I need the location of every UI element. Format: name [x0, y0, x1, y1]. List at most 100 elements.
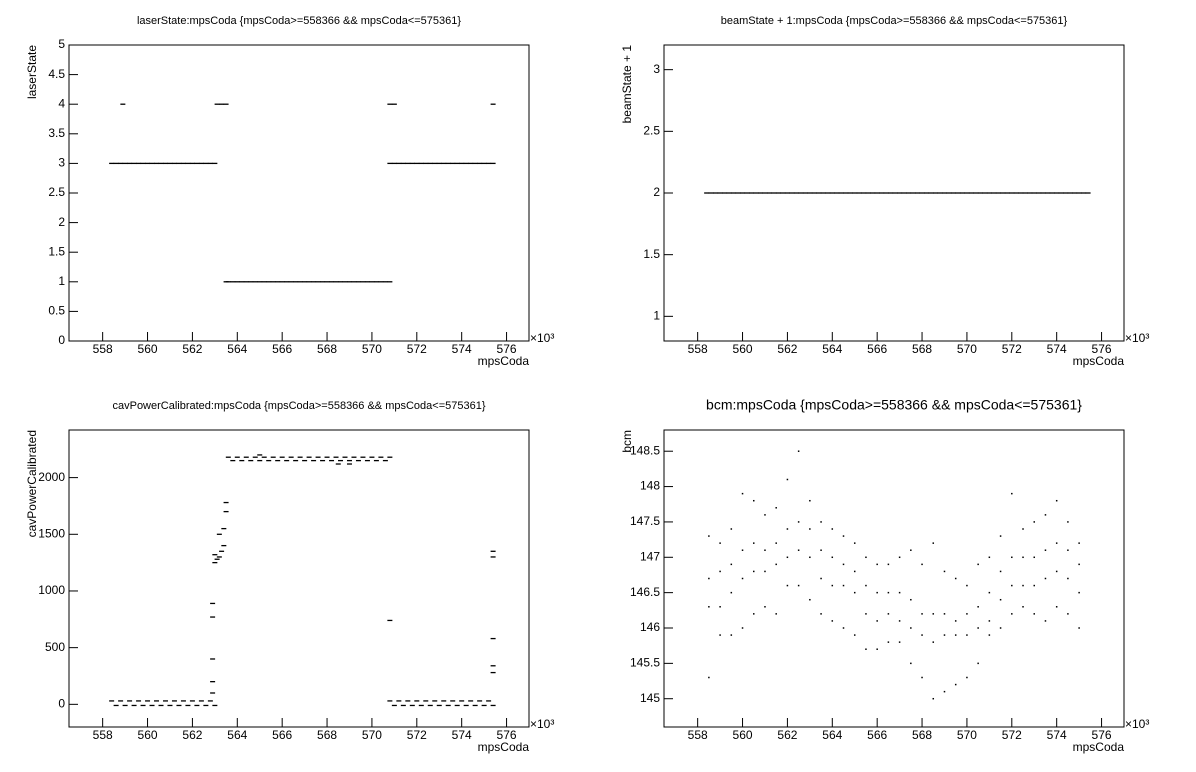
point: [1044, 549, 1047, 551]
point: [167, 162, 173, 165]
point: [131, 162, 137, 165]
x-tick-label: 564: [227, 342, 247, 356]
point: [270, 281, 276, 283]
point: [784, 192, 790, 194]
point: [816, 192, 822, 194]
y-tick-label: 145: [640, 691, 660, 705]
point: [405, 700, 411, 702]
y-tick-label: 0: [58, 697, 65, 711]
x-axis-label: mpsCoda: [1073, 354, 1125, 368]
point: [1033, 584, 1035, 587]
point: [708, 577, 710, 580]
point: [378, 281, 384, 283]
point: [753, 613, 755, 615]
point: [834, 192, 840, 194]
y-tick-label: 146: [640, 620, 660, 634]
point: [342, 456, 348, 458]
point: [901, 192, 907, 194]
point: [297, 281, 303, 283]
point: [988, 591, 991, 594]
point: [906, 192, 912, 194]
point: [853, 591, 856, 594]
point: [459, 700, 465, 702]
x-tick-label: 566: [867, 342, 887, 356]
point: [387, 103, 393, 105]
point: [766, 192, 772, 194]
point: [1033, 556, 1035, 559]
point: [1054, 192, 1060, 194]
points: [109, 103, 496, 283]
y-tick-label: 2000: [38, 470, 65, 484]
x-tick-label: 560: [138, 728, 158, 742]
point: [490, 704, 496, 707]
point: [315, 281, 321, 283]
point: [921, 676, 923, 679]
point: [324, 281, 330, 283]
point: [400, 162, 406, 165]
point: [919, 192, 925, 194]
point: [968, 192, 974, 194]
point: [731, 192, 737, 194]
point: [414, 162, 420, 165]
point: [369, 281, 375, 283]
chart-title: laserState:mpsCoda {mpsCoda>=558366 && m…: [137, 15, 461, 27]
y-tick-label: 3: [653, 62, 660, 76]
x-tick-label: 566: [272, 728, 292, 742]
point: [1011, 492, 1013, 495]
point: [1022, 584, 1024, 587]
point: [266, 281, 272, 283]
point: [346, 281, 352, 283]
point: [838, 192, 844, 194]
point: [162, 700, 168, 702]
point: [145, 162, 151, 165]
y-tick-label: 1: [58, 274, 65, 288]
point: [928, 192, 934, 194]
point: [719, 634, 721, 636]
point: [870, 192, 876, 194]
point: [876, 563, 878, 566]
point: [127, 700, 133, 702]
y-axis-label: laserState: [25, 45, 39, 99]
point: [210, 692, 216, 694]
point: [221, 527, 227, 530]
x-tick-label: 574: [452, 342, 472, 356]
point: [713, 192, 719, 194]
point: [775, 507, 777, 509]
point: [966, 613, 968, 615]
x-multiplier: ×10³: [530, 717, 554, 731]
point: [176, 704, 182, 707]
y-tick-label: 1: [653, 309, 660, 323]
point: [140, 704, 146, 707]
point: [261, 281, 267, 283]
point: [842, 584, 845, 587]
point: [797, 521, 800, 523]
point: [829, 192, 835, 194]
point: [113, 704, 119, 707]
point: [941, 192, 947, 194]
point: [1004, 192, 1010, 194]
x-tick-label: 576: [497, 728, 517, 742]
point: [762, 192, 768, 194]
point: [786, 556, 789, 559]
point: [955, 192, 961, 194]
point: [946, 192, 952, 194]
point: [360, 456, 366, 458]
point: [436, 162, 442, 165]
x-multiplier: ×10³: [1125, 331, 1149, 345]
point: [775, 563, 777, 566]
point: [243, 456, 249, 458]
point: [335, 463, 341, 465]
x-tick-label: 568: [912, 342, 932, 356]
point: [490, 103, 496, 105]
point: [136, 162, 142, 165]
point: [843, 192, 849, 194]
x-tick-label: 566: [272, 342, 292, 356]
point: [391, 704, 397, 707]
x-tick-label: 564: [227, 728, 247, 742]
point: [490, 550, 496, 552]
point: [1078, 542, 1080, 544]
point: [387, 619, 393, 622]
point: [775, 192, 781, 194]
point: [382, 459, 388, 462]
point: [373, 281, 379, 283]
